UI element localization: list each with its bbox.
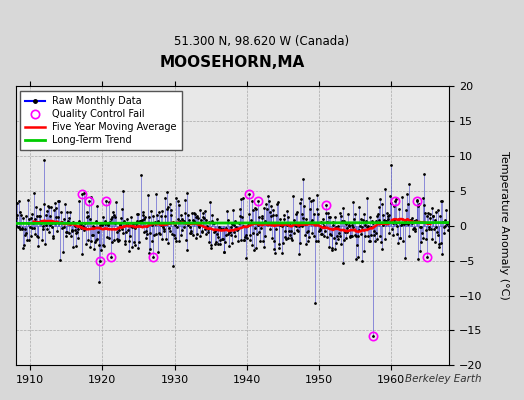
Text: 51.300 N, 98.620 W (Canada): 51.300 N, 98.620 W (Canada) (174, 36, 350, 48)
Text: Berkeley Earth: Berkeley Earth (406, 374, 482, 384)
Title: MOOSEHORN,MA: MOOSEHORN,MA (160, 55, 305, 70)
Legend: Raw Monthly Data, Quality Control Fail, Five Year Moving Average, Long-Term Tren: Raw Monthly Data, Quality Control Fail, … (20, 91, 182, 150)
Y-axis label: Temperature Anomaly (°C): Temperature Anomaly (°C) (499, 152, 509, 300)
